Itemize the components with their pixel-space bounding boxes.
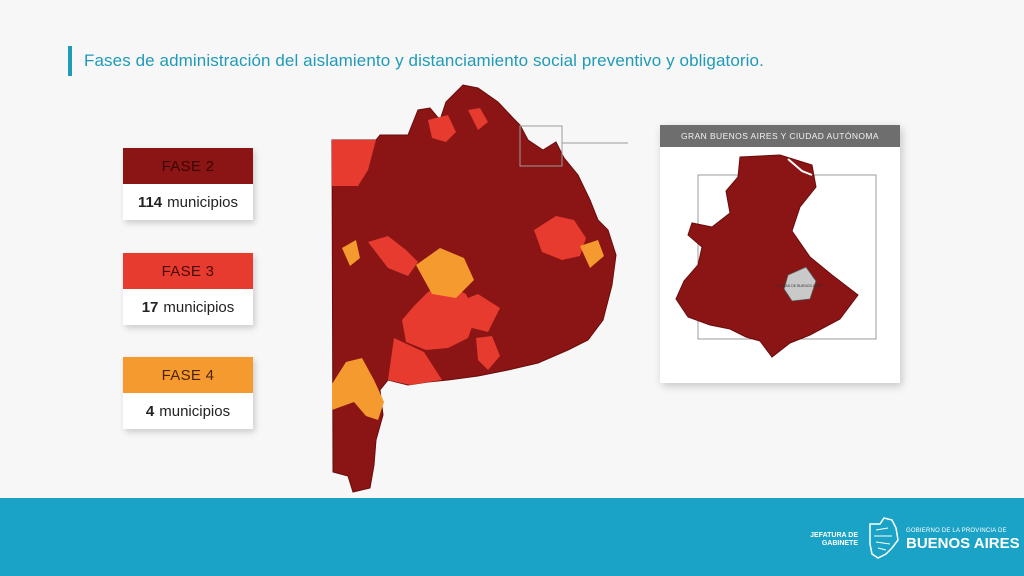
province-base-region: [331, 84, 617, 493]
footer-bar: JEFATURA DE GABINETE GOBIERNO DE LA PROV…: [0, 498, 1024, 576]
jefatura-label: JEFATURA DE GABINETE: [810, 532, 858, 547]
gobierno-label: GOBIERNO DE LA PROVINCIA DE: [906, 528, 1007, 534]
legend-phase-label: FASE 2: [123, 148, 253, 184]
gba-inset: GRAN BUENOS AIRES Y CIUDAD AUTÓNOMA CIUD…: [660, 125, 900, 383]
legend-unit: municipios: [159, 402, 231, 420]
province-map: [328, 80, 660, 495]
fase3-region: [468, 108, 488, 130]
province-logo-icon: [869, 517, 899, 559]
fase4-region: [332, 358, 384, 420]
inset-title: GRAN BUENOS AIRES Y CIUDAD AUTÓNOMA: [660, 125, 900, 147]
legend-count-row: 17 municipios: [123, 289, 253, 325]
caba-label: CIUDAD DE BUENOS AIRES: [777, 284, 824, 288]
legend-count: 17: [141, 298, 159, 316]
fase3-region: [534, 216, 586, 260]
legend-unit: municipios: [163, 298, 235, 316]
fase3-region: [476, 336, 500, 370]
gba-region: [675, 154, 859, 358]
province-map-svg: [331, 84, 660, 493]
page-title-bar: Fases de administración del aislamiento …: [68, 46, 764, 76]
legend-count: 114: [137, 193, 163, 211]
fase4-region: [416, 248, 474, 298]
fase3-region: [332, 140, 376, 186]
fase3-region: [458, 294, 500, 332]
caba-region: [783, 266, 817, 302]
legend-card-fase-4: FASE 4 4 municipios: [123, 357, 253, 429]
gba-zoom-box: [519, 125, 563, 167]
fase3-region: [428, 115, 456, 142]
legend-count-row: 114 municipios: [123, 184, 253, 220]
fase4-region: [342, 240, 360, 266]
gba-inset-svg: CIUDAD DE BUENOS AIRES: [675, 154, 877, 358]
legend-phase-label: FASE 4: [123, 357, 253, 393]
province-name: BUENOS AIRES: [906, 535, 1020, 552]
page-title: Fases de administración del aislamiento …: [84, 51, 764, 70]
fase3-region: [402, 284, 476, 350]
fase3-region: [368, 236, 418, 276]
fase4-region: [580, 240, 604, 268]
fase3-region: [388, 338, 442, 385]
legend-card-fase-2: FASE 2 114 municipios: [123, 148, 253, 220]
legend-unit: municipios: [167, 193, 239, 211]
legend-phase-label: FASE 3: [123, 253, 253, 289]
river-line: [787, 158, 813, 176]
legend-count: 4: [145, 402, 155, 420]
legend-card-fase-3: FASE 3 17 municipios: [123, 253, 253, 325]
legend-count-row: 4 municipios: [123, 393, 253, 429]
